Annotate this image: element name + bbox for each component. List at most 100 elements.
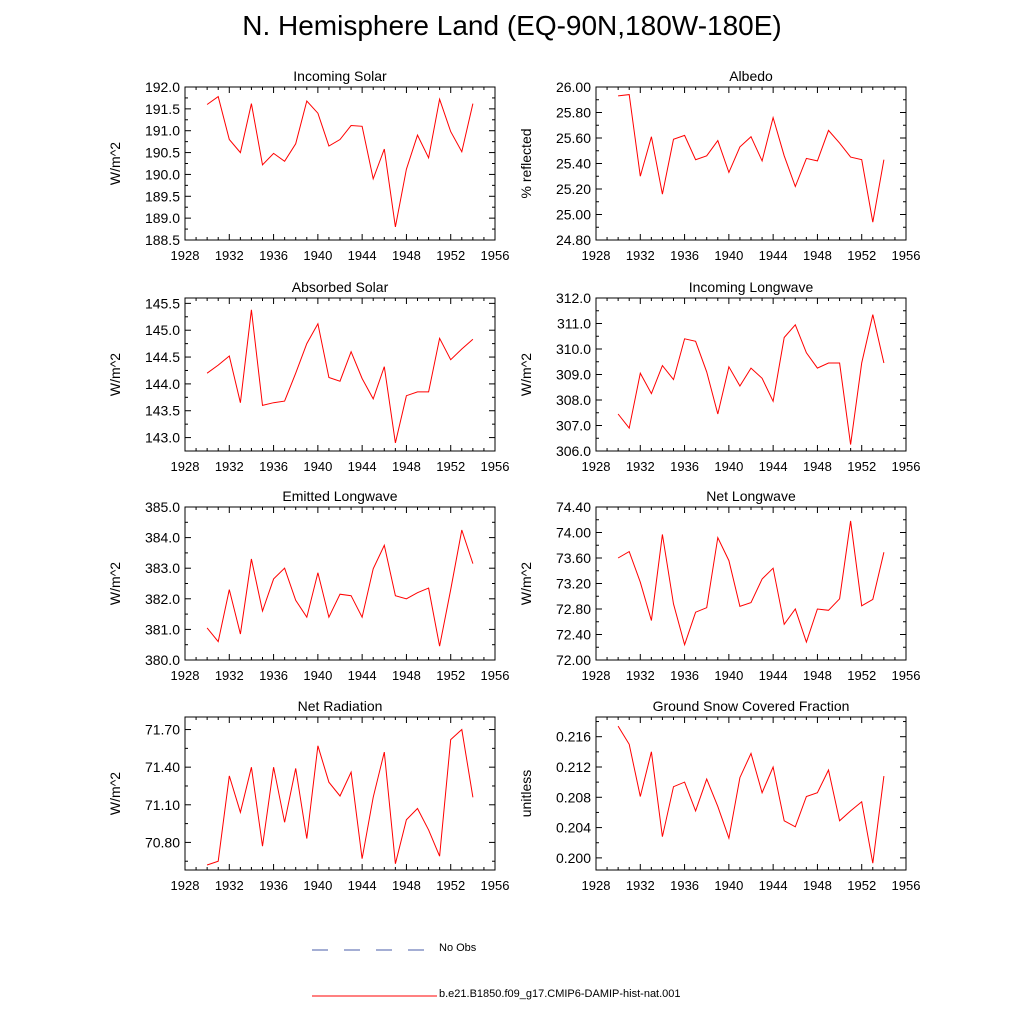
y-tick-label: 144.0 <box>145 376 180 392</box>
x-tick-label: 1940 <box>303 878 332 893</box>
chart-panel-4: Emitted Longwave W/m^2 1928 1932 1936 1940 194… <box>107 488 509 683</box>
x-tick-label: 1948 <box>803 668 832 683</box>
y-tick-label: 384.0 <box>145 530 180 546</box>
x-tick-label: 1940 <box>714 668 743 683</box>
series-line <box>617 314 885 445</box>
x-tick-label: 1956 <box>481 878 510 893</box>
chart-panel-0: Incoming Solar W/m^2 1928 1932 1936 1940 1944 1… <box>107 68 509 263</box>
chart-title: Albedo <box>729 68 773 84</box>
series-line <box>617 725 885 864</box>
y-tick-label: 145.0 <box>145 322 180 338</box>
x-tick-label: 1936 <box>259 248 288 263</box>
y-tick-label: 192.0 <box>145 79 180 95</box>
chart-panel-2: Absorbed Solar W/m^2 1928 1932 1936 1940 1944 1… <box>107 279 509 474</box>
x-tick-label: 1928 <box>171 459 200 474</box>
x-tick-label: 1932 <box>626 459 655 474</box>
x-tick-label: 1944 <box>348 668 377 683</box>
y-tick-label: 0.204 <box>556 820 591 836</box>
y-tick-label: 0.216 <box>556 729 591 745</box>
y-tick-label: 383.0 <box>145 560 180 576</box>
y-tick-label: 24.80 <box>556 232 591 248</box>
y-tick-label: 0.208 <box>556 789 591 805</box>
y-tick-label: 73.20 <box>556 576 591 592</box>
chart-title: Incoming Solar <box>293 68 387 84</box>
y-tick-label: 25.20 <box>556 181 591 197</box>
y-tick-label: 310.0 <box>556 341 591 357</box>
y-axis-label: W/m^2 <box>107 353 123 396</box>
y-tick-label: 191.5 <box>145 101 180 117</box>
y-axis-label: W/m^2 <box>107 142 123 185</box>
x-tick-label: 1928 <box>171 668 200 683</box>
x-tick-label: 1944 <box>348 878 377 893</box>
y-tick-label: 0.212 <box>556 759 591 775</box>
series-line <box>618 94 885 223</box>
chart-panel-5: Net Longwave W/m^2 1928 1932 1936 1940 1944 194… <box>518 488 920 683</box>
x-tick-label: 1928 <box>582 668 611 683</box>
x-tick-label: 1936 <box>670 248 699 263</box>
x-tick-label: 1952 <box>436 878 465 893</box>
x-tick-label: 1948 <box>803 459 832 474</box>
y-tick-label: 74.40 <box>556 499 591 515</box>
plot-frame <box>184 86 496 241</box>
plot-frame <box>184 716 496 871</box>
x-tick-label: 1952 <box>436 248 465 263</box>
y-tick-label: 74.00 <box>556 525 591 541</box>
plot-frame <box>595 86 907 241</box>
y-tick-label: 380.0 <box>145 652 180 668</box>
y-tick-label: 306.0 <box>556 443 591 459</box>
y-axis-label: W/m^2 <box>518 353 534 396</box>
x-tick-label: 1952 <box>847 668 876 683</box>
x-tick-label: 1932 <box>215 668 244 683</box>
x-tick-label: 1932 <box>626 248 655 263</box>
y-tick-label: 72.80 <box>556 601 591 617</box>
y-tick-label: 190.5 <box>145 145 180 161</box>
x-tick-label: 1952 <box>436 668 465 683</box>
chart-title: Emitted Longwave <box>282 488 397 504</box>
y-tick-label: 308.0 <box>556 392 591 408</box>
y-tick-label: 25.40 <box>556 156 591 172</box>
x-tick-label: 1948 <box>392 459 421 474</box>
x-tick-label: 1940 <box>714 248 743 263</box>
x-tick-label: 1956 <box>481 668 510 683</box>
series-line <box>206 728 474 866</box>
x-tick-label: 1940 <box>714 878 743 893</box>
y-tick-label: 73.60 <box>556 550 591 566</box>
x-tick-label: 1932 <box>626 668 655 683</box>
x-tick-label: 1944 <box>348 248 377 263</box>
x-tick-label: 1940 <box>303 248 332 263</box>
x-tick-label: 1948 <box>392 878 421 893</box>
plot-frame <box>184 297 496 452</box>
y-tick-label: 189.0 <box>145 210 180 226</box>
legend-label-model: b.e21.B1850.f09_g17.CMIP6-DAMIP-hist-nat… <box>439 988 681 1000</box>
x-tick-label: 1936 <box>670 668 699 683</box>
x-tick-label: 1956 <box>481 248 510 263</box>
x-tick-label: 1952 <box>436 459 465 474</box>
y-tick-label: 25.80 <box>556 105 591 121</box>
y-axis-label: unitless <box>518 770 534 817</box>
x-tick-label: 1956 <box>892 248 921 263</box>
y-tick-label: 25.60 <box>556 130 591 146</box>
x-tick-label: 1928 <box>582 459 611 474</box>
y-tick-label: 72.00 <box>556 652 591 668</box>
y-tick-label: 189.5 <box>145 188 180 204</box>
x-tick-label: 1944 <box>759 459 788 474</box>
chart-title: Ground Snow Covered Fraction <box>653 698 850 714</box>
chart-panel-3: Incoming Longwave W/m^2 1928 1932 1936 1940 19… <box>518 279 920 474</box>
chart-title: Net Longwave <box>706 488 796 504</box>
chart-title: Incoming Longwave <box>689 279 814 295</box>
y-tick-label: 143.0 <box>145 430 180 446</box>
chart-panel-1: Albedo % reflected 1928 1932 1936 1940 1944 194… <box>518 68 920 263</box>
x-tick-label: 1948 <box>803 248 832 263</box>
x-tick-label: 1936 <box>259 668 288 683</box>
x-tick-label: 1928 <box>171 878 200 893</box>
chart-panel-6: Net Radiation W/m^2 1928 1932 1936 1940 1944 19… <box>107 698 509 893</box>
x-tick-label: 1956 <box>892 459 921 474</box>
x-tick-label: 1932 <box>215 248 244 263</box>
plot-frame <box>595 297 907 452</box>
y-tick-label: 190.0 <box>145 166 180 182</box>
x-tick-label: 1932 <box>215 459 244 474</box>
y-tick-label: 143.5 <box>145 403 180 419</box>
x-tick-label: 1948 <box>392 668 421 683</box>
y-axis-label: W/m^2 <box>518 562 534 605</box>
plot-frame <box>184 506 496 661</box>
